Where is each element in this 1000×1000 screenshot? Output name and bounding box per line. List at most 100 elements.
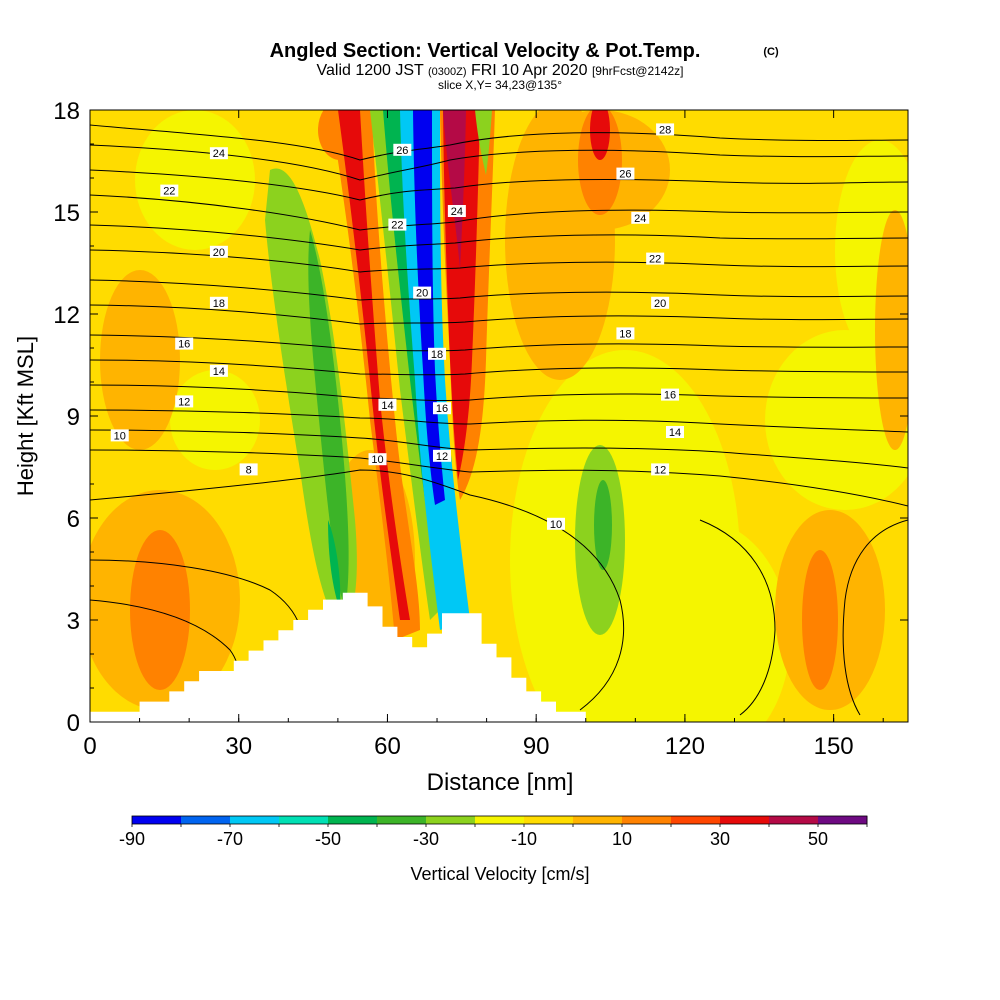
isentrope-label: 22 bbox=[160, 184, 179, 198]
colorbar-swatch bbox=[279, 816, 329, 824]
x-tick-label: 30 bbox=[225, 733, 252, 760]
colorbar-tick-label: -90 bbox=[119, 829, 145, 849]
isentrope-label: 12 bbox=[651, 463, 670, 476]
isentrope-line bbox=[90, 249, 908, 273]
x-tick-label: 90 bbox=[523, 733, 550, 760]
field-patch-weak-up bbox=[100, 270, 180, 450]
isentrope-label-text: 28 bbox=[659, 124, 671, 136]
isentrope-label-text: 20 bbox=[416, 288, 428, 300]
isentrope-label-bg bbox=[661, 388, 680, 401]
isentrope-label: 18 bbox=[428, 347, 447, 361]
valid-prefix: Valid 1200 JST bbox=[317, 62, 425, 79]
field-patch-weak-down bbox=[765, 330, 908, 510]
isentrope-label-bg bbox=[631, 211, 650, 224]
y-tick-label: 6 bbox=[67, 506, 80, 533]
isentrope-label-text: 20 bbox=[654, 298, 666, 310]
colorbar-swatch bbox=[475, 816, 525, 824]
isentrope-line bbox=[90, 169, 908, 201]
isentrope-label: 16 bbox=[432, 402, 451, 415]
isentrope-label: 10 bbox=[368, 453, 387, 466]
isentrope-label: 18 bbox=[209, 296, 228, 310]
x-tick-label: 0 bbox=[83, 733, 96, 760]
isentrope-label: 22 bbox=[388, 218, 407, 232]
colorbar-label: Vertical Velocity [cm/s] bbox=[410, 864, 589, 884]
isentrope-line bbox=[90, 359, 908, 376]
isentrope-label-text: 10 bbox=[550, 519, 562, 531]
isentrope-label-text: 26 bbox=[396, 145, 408, 157]
colorbar-swatch bbox=[181, 816, 231, 824]
isentrope-label: 8 bbox=[239, 463, 258, 476]
field-patch-weak-up bbox=[875, 210, 908, 450]
isentrope-lines bbox=[90, 124, 908, 716]
colorbar-swatch bbox=[622, 816, 672, 824]
isentrope-label-bg bbox=[432, 449, 451, 462]
colorbar-tick-label: 10 bbox=[612, 829, 632, 849]
isentrope-label-text: 18 bbox=[213, 298, 225, 310]
isentrope-label-bg bbox=[616, 327, 635, 340]
x-tick-label: 150 bbox=[814, 733, 854, 760]
isentrope-label-text: 24 bbox=[634, 213, 646, 225]
isentrope-label: 24 bbox=[209, 147, 228, 160]
colorbar-tick-label: -50 bbox=[315, 829, 341, 849]
isentrope-label: 26 bbox=[616, 167, 635, 181]
isentrope-label-bg bbox=[413, 286, 432, 299]
isentrope-line bbox=[90, 304, 908, 325]
isentrope-label-bg bbox=[110, 429, 129, 442]
isentrope-label-text: 18 bbox=[619, 328, 631, 340]
isentrope-label: 10 bbox=[547, 517, 566, 531]
y-tick-label: 3 bbox=[67, 608, 80, 635]
isentrope-label-bg bbox=[616, 167, 635, 180]
isentrope-label-bg bbox=[209, 147, 228, 160]
y-axis: 0 3 6 9 12 15 18 bbox=[53, 98, 908, 737]
colorbar-swatch bbox=[524, 816, 574, 824]
field-patch-weak-down bbox=[135, 110, 255, 250]
isentrope-line bbox=[90, 384, 908, 402]
isentrope-label-bg bbox=[646, 252, 665, 265]
isentrope-label: 16 bbox=[175, 337, 194, 351]
isentrope-label-bg bbox=[665, 426, 684, 438]
colorbar-swatch bbox=[132, 816, 182, 824]
colorbar-swatch bbox=[377, 816, 427, 824]
slice-info: slice X,Y= 34,23@135° bbox=[438, 78, 562, 92]
isentrope-label-bg bbox=[209, 296, 228, 309]
field-patch-weak-down bbox=[170, 370, 260, 470]
isentrope-label: 26 bbox=[393, 143, 412, 157]
isentrope-label: 22 bbox=[646, 252, 665, 266]
isentrope-line bbox=[90, 224, 908, 251]
field-downdraft-east-core bbox=[594, 480, 612, 570]
isentrope-label: 20 bbox=[651, 296, 670, 310]
field-patch-moderate-up bbox=[130, 530, 190, 690]
isentrope-line bbox=[90, 429, 908, 469]
colorbar-swatch bbox=[426, 816, 476, 824]
isentrope-line bbox=[90, 279, 908, 301]
colorbar-swatch bbox=[818, 816, 868, 824]
isentrope-line bbox=[842, 519, 908, 716]
field-updraft-red-east-core bbox=[443, 110, 480, 480]
field-downdraft-west-core bbox=[308, 230, 349, 610]
y-axis-label: Height [Kft MSL] bbox=[13, 336, 38, 496]
isentrope-label-bg bbox=[160, 184, 179, 197]
isentrope-label-text: 16 bbox=[664, 390, 676, 402]
x-axis: 0 30 60 90 120 150 bbox=[83, 110, 884, 760]
isentrope-label-text: 14 bbox=[381, 400, 393, 412]
terrain-mask bbox=[90, 592, 908, 722]
isentrope-label-text: 14 bbox=[669, 427, 681, 439]
isentrope-label-text: 26 bbox=[619, 169, 631, 181]
isentrope-label-text: 14 bbox=[213, 366, 225, 378]
isentrope-label-text: 12 bbox=[654, 464, 666, 476]
isentrope-label: 16 bbox=[661, 388, 680, 402]
y-tick-label: 15 bbox=[53, 200, 80, 227]
valid-line: Valid 1200 JST (0300Z) FRI 10 Apr 2020 [… bbox=[317, 62, 684, 79]
y-tick-label: 0 bbox=[67, 710, 80, 737]
isentrope-label-bg bbox=[239, 463, 258, 476]
valid-forecast: [9hrFcst@2142z] bbox=[592, 64, 684, 78]
field-patch-moderate-up bbox=[578, 110, 622, 215]
x-axis-label: Distance [nm] bbox=[427, 769, 574, 796]
isentrope-label: 20 bbox=[413, 286, 432, 300]
isentrope-label-text: 10 bbox=[114, 430, 126, 442]
colorbar-swatch bbox=[230, 816, 280, 824]
field-green-strip-east bbox=[475, 110, 492, 175]
isentrope-label-bg bbox=[175, 337, 194, 350]
plot-area: 8 10 10 10 12 12 12 14 14 14 16 16 16 18 18 18 20 20 20 22 2… bbox=[90, 110, 908, 722]
